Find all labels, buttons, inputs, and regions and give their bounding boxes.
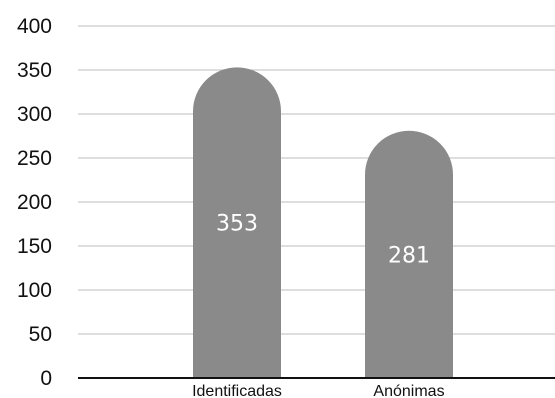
bars <box>193 67 453 379</box>
y-tick-label-400: 400 <box>17 15 52 38</box>
y-tick-label-0: 0 <box>40 367 52 390</box>
bar-identificadas <box>193 67 281 379</box>
y-tick-label-300: 300 <box>17 103 52 126</box>
y-tick-label-50: 50 <box>29 323 52 346</box>
data-label-identificadas: 353 <box>216 212 258 237</box>
y-axis-tick-labels: 0 50 100 150 200 250 300 350 400 <box>17 15 52 390</box>
y-tick-label-350: 350 <box>17 59 52 82</box>
data-labels: 353 281 <box>216 212 430 269</box>
y-tick-label-100: 100 <box>17 279 52 302</box>
y-tick-label-200: 200 <box>17 191 52 214</box>
x-axis-category-labels: Identificadas Anónimas <box>192 383 445 398</box>
category-label-anónimas: Anónimas <box>373 383 444 398</box>
gridlines <box>78 25 555 335</box>
data-label-anónimas: 281 <box>388 243 430 268</box>
category-label-identificadas: Identificadas <box>192 383 282 398</box>
bar-anónimas <box>365 130 453 378</box>
y-tick-label-250: 250 <box>17 147 52 170</box>
y-tick-label-150: 150 <box>17 235 52 258</box>
